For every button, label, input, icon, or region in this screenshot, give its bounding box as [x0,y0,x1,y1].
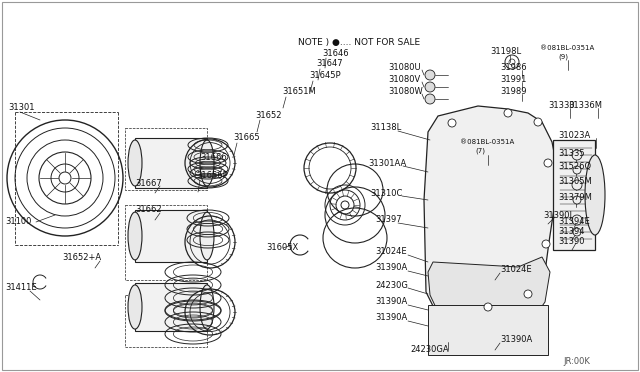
Text: 31651M: 31651M [282,87,316,96]
Circle shape [534,118,542,126]
Text: 31301: 31301 [8,103,35,112]
Text: 24230GA: 24230GA [411,346,449,355]
Text: 31080W: 31080W [388,87,423,96]
Polygon shape [428,305,548,355]
Ellipse shape [200,285,214,329]
Text: 31647: 31647 [316,60,342,68]
Text: (9): (9) [558,54,568,60]
Text: 31605X: 31605X [266,244,298,253]
Text: 31989: 31989 [500,87,527,96]
Text: 31646: 31646 [322,48,349,58]
Circle shape [504,109,512,117]
Circle shape [544,159,552,167]
Text: 31390A: 31390A [500,336,532,344]
Text: 31526Q: 31526Q [558,163,591,171]
Text: 31656P: 31656P [196,170,228,180]
Circle shape [542,240,550,248]
Text: 31390A: 31390A [375,263,407,273]
Text: NOTE ) ●.... NOT FOR SALE: NOTE ) ●.... NOT FOR SALE [298,38,420,46]
Text: 31390A: 31390A [375,298,407,307]
Ellipse shape [200,140,214,186]
Text: 31666: 31666 [200,153,227,161]
Text: 24230G: 24230G [375,280,408,289]
Circle shape [573,196,581,204]
Polygon shape [424,106,557,309]
Text: 31023A: 31023A [558,131,590,140]
Polygon shape [428,257,550,316]
Text: 31024E: 31024E [500,266,532,275]
Circle shape [448,119,456,127]
Polygon shape [135,210,207,262]
Text: 31080V: 31080V [388,76,420,84]
Text: 31991: 31991 [500,76,526,84]
Text: 31390A: 31390A [375,314,407,323]
Text: 31305M: 31305M [558,176,592,186]
Text: 31411E: 31411E [5,283,36,292]
Circle shape [572,180,582,190]
Text: 31652: 31652 [255,110,282,119]
Text: 31390J: 31390J [543,211,572,219]
Circle shape [572,215,582,225]
Circle shape [524,290,532,298]
Text: (7): (7) [475,148,485,154]
Circle shape [572,150,582,160]
Text: 31301AA: 31301AA [368,158,406,167]
Text: 31138L: 31138L [370,124,401,132]
Text: 31379M: 31379M [558,193,592,202]
Ellipse shape [585,155,605,235]
Text: 31665: 31665 [233,134,260,142]
Circle shape [425,82,435,92]
Circle shape [425,70,435,80]
Polygon shape [135,283,207,331]
Text: 31662: 31662 [135,205,162,215]
Polygon shape [553,140,595,250]
Circle shape [425,94,435,104]
Text: 31310C: 31310C [370,189,403,198]
Circle shape [573,228,581,236]
Circle shape [573,166,581,174]
Text: 31667: 31667 [135,179,162,187]
Text: 31394: 31394 [558,228,584,237]
Text: 31986: 31986 [500,64,527,73]
Text: 31394E: 31394E [558,218,589,227]
Ellipse shape [128,140,142,186]
Text: 31645P: 31645P [309,71,340,80]
Text: JR:00K: JR:00K [563,357,590,366]
Text: 31335: 31335 [558,148,584,157]
Text: 31100: 31100 [5,218,31,227]
Ellipse shape [128,285,142,329]
Text: 31330: 31330 [548,100,575,109]
Text: 31390: 31390 [558,237,584,246]
Text: ®081BL-0351A: ®081BL-0351A [460,139,515,145]
Ellipse shape [200,212,214,260]
Text: 31198L: 31198L [490,48,521,57]
Circle shape [484,303,492,311]
Text: 31024E: 31024E [375,247,406,257]
Text: 31080U: 31080U [388,64,420,73]
Text: ®081BL-0351A: ®081BL-0351A [540,45,595,51]
Polygon shape [135,138,207,188]
Text: 31652+A: 31652+A [62,253,101,263]
Text: 31336M: 31336M [568,100,602,109]
Ellipse shape [128,212,142,260]
Text: 31397: 31397 [375,215,402,224]
